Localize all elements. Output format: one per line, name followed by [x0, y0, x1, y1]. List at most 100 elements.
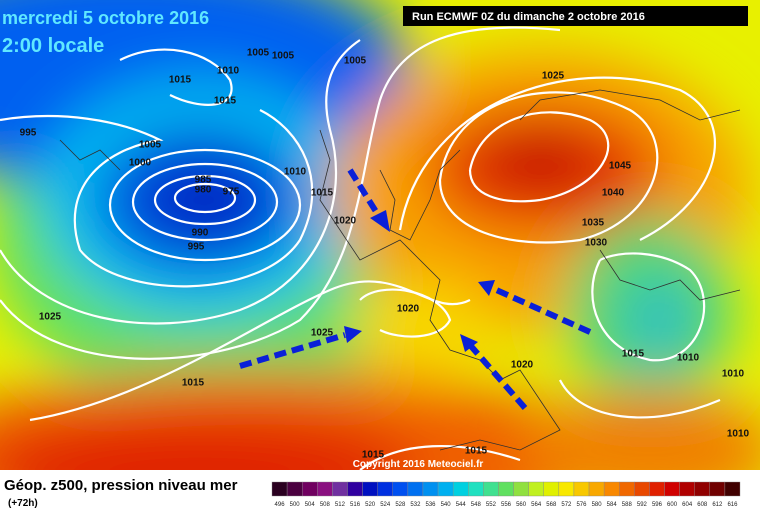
legend-swatch	[392, 481, 409, 497]
isobar-label: 1015	[214, 96, 237, 107]
time-title: 2:00 locale	[2, 35, 104, 57]
isobar-label: 1025	[39, 312, 62, 323]
legend-label: 588	[622, 502, 633, 508]
legend-label: 520	[365, 502, 376, 508]
legend-swatch	[407, 481, 424, 497]
isobar-label: 1025	[311, 328, 334, 339]
legend-label: 512	[335, 502, 346, 508]
run-banner	[403, 6, 748, 26]
legend-swatch	[603, 481, 620, 497]
isobars	[0, 26, 721, 470]
legend-swatch	[558, 481, 575, 497]
isobar-label: 1005	[247, 48, 270, 59]
isobar-label: 1015	[465, 446, 488, 457]
legend-label: 556	[501, 502, 512, 508]
isobar-label: 995	[188, 242, 205, 253]
legend-swatch	[543, 481, 560, 497]
legend-swatch	[362, 481, 378, 497]
legend-label: 608	[697, 502, 708, 508]
legend-swatch	[634, 481, 650, 497]
legend-swatch	[301, 481, 318, 497]
legend-label: 616	[727, 502, 738, 508]
legend-label: 604	[682, 502, 693, 508]
legend-swatch	[588, 481, 605, 497]
lead-time: (+72h)	[8, 498, 38, 509]
legend-label: 524	[380, 502, 391, 508]
isobar-label: 995	[20, 128, 37, 139]
isobar-label: 1020	[334, 216, 357, 227]
legend-label: 528	[395, 502, 406, 508]
legend-swatch	[679, 481, 695, 497]
isobar-label: 1030	[585, 238, 608, 249]
flow-arrows	[239, 168, 592, 410]
isobar-label: 985	[195, 175, 212, 186]
isobar-label: 1040	[602, 188, 625, 199]
legend-swatch	[513, 481, 529, 497]
legend-label: 612	[712, 502, 723, 508]
legend-label: 544	[456, 502, 467, 508]
copyright: Copyright 2016 Meteociel.fr	[353, 459, 484, 470]
legend-swatch	[649, 481, 665, 497]
isobar-label: 1010	[727, 429, 750, 440]
legend-swatch	[709, 481, 726, 497]
legend-label: 564	[531, 502, 542, 508]
legend-swatch	[317, 481, 333, 497]
isobar-label: 1000	[129, 158, 152, 169]
isobar-label: 1020	[397, 304, 420, 315]
legend-label: 508	[320, 502, 331, 508]
legend-swatch	[452, 481, 469, 497]
legend-swatch	[468, 481, 484, 497]
legend-label: 516	[350, 502, 361, 508]
legend-label: 580	[592, 502, 603, 508]
legend-label: 496	[275, 502, 286, 508]
legend-label: 596	[652, 502, 663, 508]
legend-swatch	[271, 481, 288, 497]
isobar-label: 1015	[362, 450, 385, 461]
legend-label: 584	[607, 502, 618, 508]
legend-swatch	[664, 481, 680, 497]
legend-label: 600	[667, 502, 678, 508]
isobar-label: 1010	[284, 167, 307, 178]
legend-label: 540	[441, 502, 452, 508]
legend-swatch	[422, 481, 439, 497]
legend-label: 568	[546, 502, 557, 508]
legend-label: 576	[576, 502, 587, 508]
isobar-label: 1015	[182, 378, 205, 389]
legend-label: 560	[516, 502, 527, 508]
isobar-label: 1005	[344, 56, 367, 67]
legend-label: 592	[637, 502, 648, 508]
isobar-label: 1005	[139, 140, 162, 151]
isobar-label: 990	[192, 228, 209, 239]
footer-title: Géop. z500, pression niveau mer	[4, 477, 238, 494]
legend-swatch	[332, 481, 348, 497]
legend-label: 548	[471, 502, 482, 508]
isobar-label: 1015	[169, 75, 192, 86]
isobar-label: 1010	[722, 369, 745, 380]
isobar-label: 975	[223, 187, 240, 198]
coastlines	[59, 89, 741, 451]
isobar-label: 1020	[511, 360, 534, 371]
legend-label: 572	[561, 502, 572, 508]
legend-swatch	[498, 481, 514, 497]
isobar-label: 980	[195, 185, 212, 196]
legend-label: 536	[426, 502, 437, 508]
legend-swatch	[573, 481, 590, 497]
legend-swatch	[377, 481, 393, 497]
isobar-label: 1005	[272, 51, 295, 62]
isobar-label: 1010	[217, 66, 240, 77]
isobar-label: 1025	[542, 71, 565, 82]
date-title: mercredi 5 octobre 2016	[2, 8, 209, 28]
legend-swatch	[347, 481, 363, 497]
legend-swatch	[528, 481, 544, 497]
legend: 496 500 504 508 512 516 520 524 528 532 536 540 544 5…	[271, 481, 741, 508]
legend-swatch	[483, 481, 499, 497]
isobar-label: 1010	[677, 353, 700, 364]
legend-swatch	[724, 481, 741, 497]
legend-label: 552	[486, 502, 497, 508]
legend-label: 500	[290, 502, 301, 508]
isobar-label: 1015	[311, 188, 334, 199]
run-text: Run ECMWF 0Z du dimanche 2 octobre 2016	[412, 11, 645, 23]
